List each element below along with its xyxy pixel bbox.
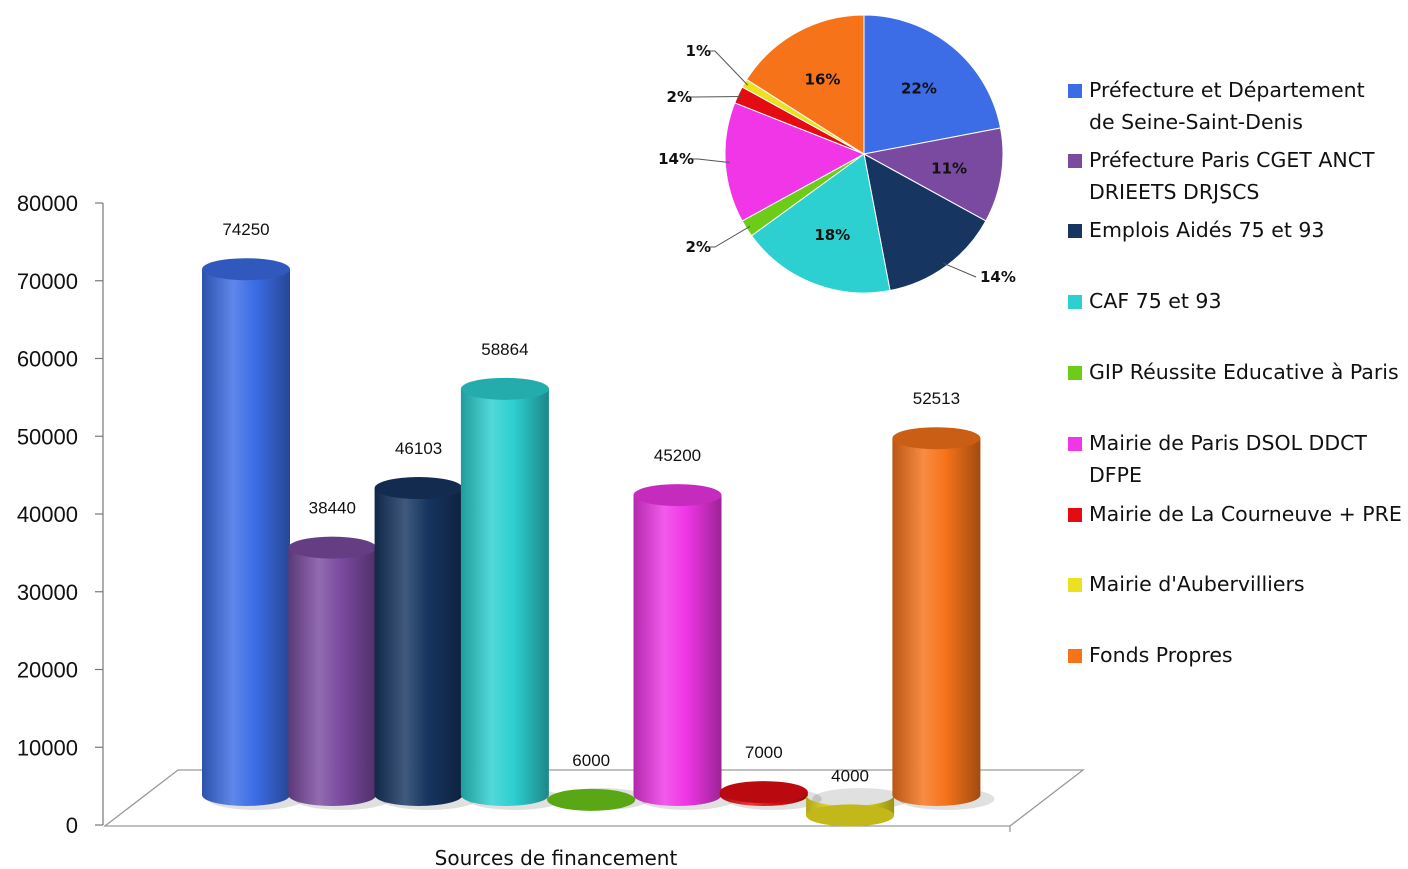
pie-label: 2% <box>686 238 711 256</box>
legend-label: Préfecture Paris CGET ANCT <box>1089 148 1375 172</box>
legend-label: DFPE <box>1089 463 1142 487</box>
bar-top <box>202 258 290 281</box>
legend-swatch <box>1068 649 1082 663</box>
bar <box>892 427 995 810</box>
legend-label: Mairie de La Courneuve + PRE <box>1089 502 1402 526</box>
pie-label: 22% <box>901 80 937 98</box>
bar-top <box>633 484 722 507</box>
legend-item: CAF 75 et 93 <box>1068 289 1222 313</box>
bar-body <box>892 438 981 806</box>
bar <box>633 484 736 810</box>
bar <box>719 781 822 810</box>
bar-value-label: 46103 <box>395 439 442 458</box>
bar <box>806 788 909 827</box>
pie-label: 18% <box>814 226 850 244</box>
bar-body <box>460 388 549 806</box>
pie-leader-line <box>943 262 977 278</box>
legend-label: GIP Réussite Educative à Paris <box>1089 360 1399 384</box>
legend-swatch <box>1068 366 1082 380</box>
legend-label: de Seine-Saint-Denis <box>1089 110 1303 134</box>
pie-slice <box>724 102 866 222</box>
pie-label: 11% <box>931 159 967 177</box>
legend-item: Mairie de La Courneuve + PRE <box>1068 502 1402 526</box>
pie-label: 2% <box>667 88 692 106</box>
bar-top <box>892 427 981 450</box>
pie-slice <box>750 153 891 294</box>
bar-body <box>374 488 463 806</box>
legend-label: DRIEETS DRJSCS <box>1089 180 1259 204</box>
legend-label: Mairie de Paris DSOL DDCT <box>1089 431 1367 455</box>
bar-body <box>633 495 722 806</box>
legend-label: Préfecture et Département <box>1089 78 1365 102</box>
y-tick-label: 10000 <box>17 735 78 760</box>
bar <box>202 258 304 810</box>
y-tick-label: 30000 <box>17 580 78 605</box>
legend-item: Préfecture Paris CGET ANCT DRIEETS DRJSCS <box>1068 148 1375 204</box>
legend: Préfecture et Département de Seine-Saint-… <box>1068 78 1402 667</box>
legend-swatch <box>1068 578 1082 592</box>
legend-swatch <box>1068 154 1082 168</box>
pie-slice <box>863 14 1002 155</box>
legend-swatch <box>1068 84 1082 98</box>
bar-top <box>719 781 808 804</box>
pie-label: 1% <box>686 42 711 60</box>
pie-slice <box>862 127 1004 222</box>
pie-label: 14% <box>658 150 694 168</box>
bar-body <box>288 547 377 806</box>
y-tick-label: 0 <box>66 813 78 838</box>
bar <box>547 788 650 811</box>
legend-item: Mairie d'Aubervilliers <box>1068 572 1305 596</box>
legend-swatch <box>1068 508 1082 522</box>
pie-label: 14% <box>980 268 1016 286</box>
bar-value-labels: 74250 38440 46103 58864 6000 45200 7000 4000 525… <box>222 220 960 785</box>
bar-chart: 0 10000 20000 30000 40000 50000 60000 70000 8000… <box>17 191 1085 869</box>
y-tick-label: 40000 <box>17 502 78 527</box>
bar-top <box>460 377 549 400</box>
pie-leader-line <box>707 50 749 86</box>
legend-item: Fonds Propres <box>1068 643 1233 667</box>
bar-value-label: 7000 <box>745 743 783 762</box>
legend-item: Emplois Aidés 75 et 93 <box>1068 218 1324 242</box>
bar-value-label: 74250 <box>222 220 269 239</box>
x-axis-title: Sources de financement <box>435 846 678 869</box>
bar-top <box>374 477 463 500</box>
legend-item: Mairie de Paris DSOL DDCT DFPE <box>1068 431 1367 487</box>
legend-item: GIP Réussite Educative à Paris <box>1068 360 1399 384</box>
bar-body <box>202 269 290 806</box>
pie-slice <box>863 153 987 292</box>
bar <box>460 377 563 810</box>
legend-label: CAF 75 et 93 <box>1089 289 1222 313</box>
y-tick-label: 70000 <box>17 269 78 294</box>
pie-label: 16% <box>805 70 841 88</box>
legend-label: Emplois Aidés 75 et 93 <box>1089 218 1324 242</box>
y-tick-label: 50000 <box>17 424 78 449</box>
legend-label: Fonds Propres <box>1089 643 1233 667</box>
legend-swatch <box>1068 224 1082 238</box>
legend-label: Mairie d'Aubervilliers <box>1089 572 1305 596</box>
bar <box>374 477 477 810</box>
pie-leader-line <box>690 158 730 163</box>
bar-top <box>547 788 636 811</box>
pie-slice <box>745 14 865 155</box>
legend-item: Préfecture et Département de Seine-Saint-… <box>1068 78 1365 134</box>
legend-swatch <box>1068 295 1082 309</box>
bar-top <box>806 804 895 827</box>
bar-value-label: 58864 <box>481 340 528 359</box>
y-tick-label: 20000 <box>17 658 78 683</box>
y-axis: 0 10000 20000 30000 40000 50000 60000 70000 8000… <box>17 191 104 838</box>
pie-leader-line <box>707 225 751 248</box>
y-tick-label: 80000 <box>17 191 78 216</box>
y-tick-label: 60000 <box>17 347 78 372</box>
bar-value-label: 38440 <box>309 499 356 518</box>
bar <box>288 536 391 810</box>
bar-value-label: 6000 <box>572 751 610 770</box>
legend-swatch <box>1068 437 1082 451</box>
bar-value-label: 52513 <box>913 389 960 408</box>
bar-top <box>288 536 377 559</box>
bar-value-label: 4000 <box>831 766 869 785</box>
bar-series <box>202 258 995 827</box>
pie-chart: 22% 11% 14% 18% 2% 14% 2% 1% 16% <box>658 14 1016 294</box>
bar-value-label: 45200 <box>654 446 701 465</box>
